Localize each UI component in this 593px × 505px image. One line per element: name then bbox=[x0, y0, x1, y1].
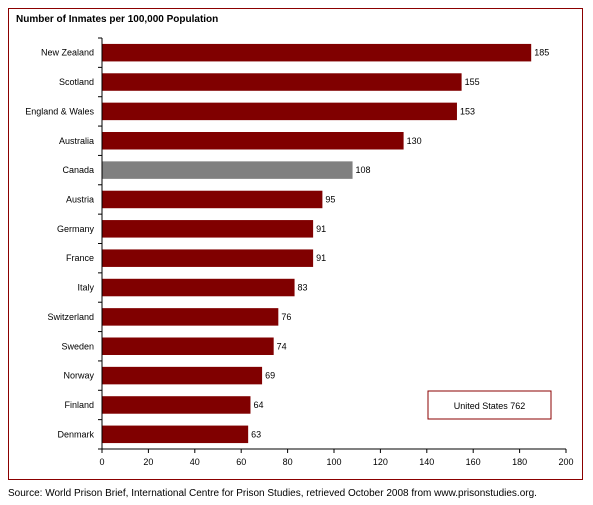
category-label: England & Wales bbox=[25, 106, 94, 116]
x-tick-label: 200 bbox=[558, 457, 573, 467]
x-tick-label: 120 bbox=[373, 457, 388, 467]
x-tick-label: 0 bbox=[99, 457, 104, 467]
bar-england-wales bbox=[102, 102, 457, 121]
category-label: Norway bbox=[63, 371, 94, 381]
data-label: 95 bbox=[325, 194, 335, 204]
bar-denmark bbox=[102, 425, 249, 444]
data-label: 74 bbox=[277, 341, 287, 351]
bar-canada bbox=[102, 161, 353, 179]
x-tick-label: 60 bbox=[236, 457, 246, 467]
x-tick-label: 40 bbox=[190, 457, 200, 467]
data-label: 185 bbox=[534, 48, 549, 58]
data-label: 153 bbox=[460, 106, 475, 116]
bar-switzerland bbox=[102, 308, 279, 326]
data-label: 91 bbox=[316, 224, 326, 234]
data-label: 83 bbox=[298, 283, 308, 293]
data-label: 64 bbox=[253, 400, 263, 410]
x-tick-label: 80 bbox=[283, 457, 293, 467]
category-label: Austria bbox=[66, 194, 94, 204]
bar-sweden bbox=[102, 337, 274, 355]
bar-norway bbox=[102, 366, 263, 385]
bar-scotland bbox=[102, 73, 462, 91]
x-tick-label: 140 bbox=[419, 457, 434, 467]
category-label: Australia bbox=[59, 136, 94, 146]
data-label: 76 bbox=[281, 312, 291, 322]
category-label: Scotland bbox=[59, 77, 94, 87]
data-label: 63 bbox=[251, 429, 261, 439]
category-label: New Zealand bbox=[41, 48, 94, 58]
data-label: 69 bbox=[265, 371, 275, 381]
bar-austria bbox=[102, 190, 323, 209]
x-tick-label: 20 bbox=[143, 457, 153, 467]
chart-title: Number of Inmates per 100,000 Population bbox=[16, 14, 219, 25]
category-label: Canada bbox=[62, 165, 94, 175]
category-label: Italy bbox=[77, 283, 94, 293]
chart-frame bbox=[8, 8, 583, 480]
category-label: Switzerland bbox=[47, 312, 94, 322]
x-tick-label: 160 bbox=[466, 457, 481, 467]
data-label: 91 bbox=[316, 253, 326, 263]
category-label: France bbox=[66, 253, 94, 263]
category-label: Sweden bbox=[61, 341, 94, 351]
bar-australia bbox=[102, 132, 404, 150]
bar-finland bbox=[102, 396, 251, 414]
bar-germany bbox=[102, 220, 314, 238]
bar-italy bbox=[102, 278, 295, 297]
x-tick-label: 180 bbox=[512, 457, 527, 467]
data-label: 130 bbox=[407, 136, 422, 146]
category-label: Denmark bbox=[57, 429, 94, 439]
category-label: Finland bbox=[64, 400, 94, 410]
bar-france bbox=[102, 249, 314, 267]
annotation-text: United States 762 bbox=[454, 401, 526, 411]
data-label: 108 bbox=[356, 165, 371, 175]
data-label: 155 bbox=[465, 77, 480, 87]
bar-new-zealand bbox=[102, 43, 532, 62]
annotation-box bbox=[427, 390, 552, 420]
x-tick-label: 100 bbox=[326, 457, 341, 467]
category-label: Germany bbox=[57, 224, 95, 234]
source-note: Source: World Prison Brief, Internationa… bbox=[8, 488, 537, 499]
